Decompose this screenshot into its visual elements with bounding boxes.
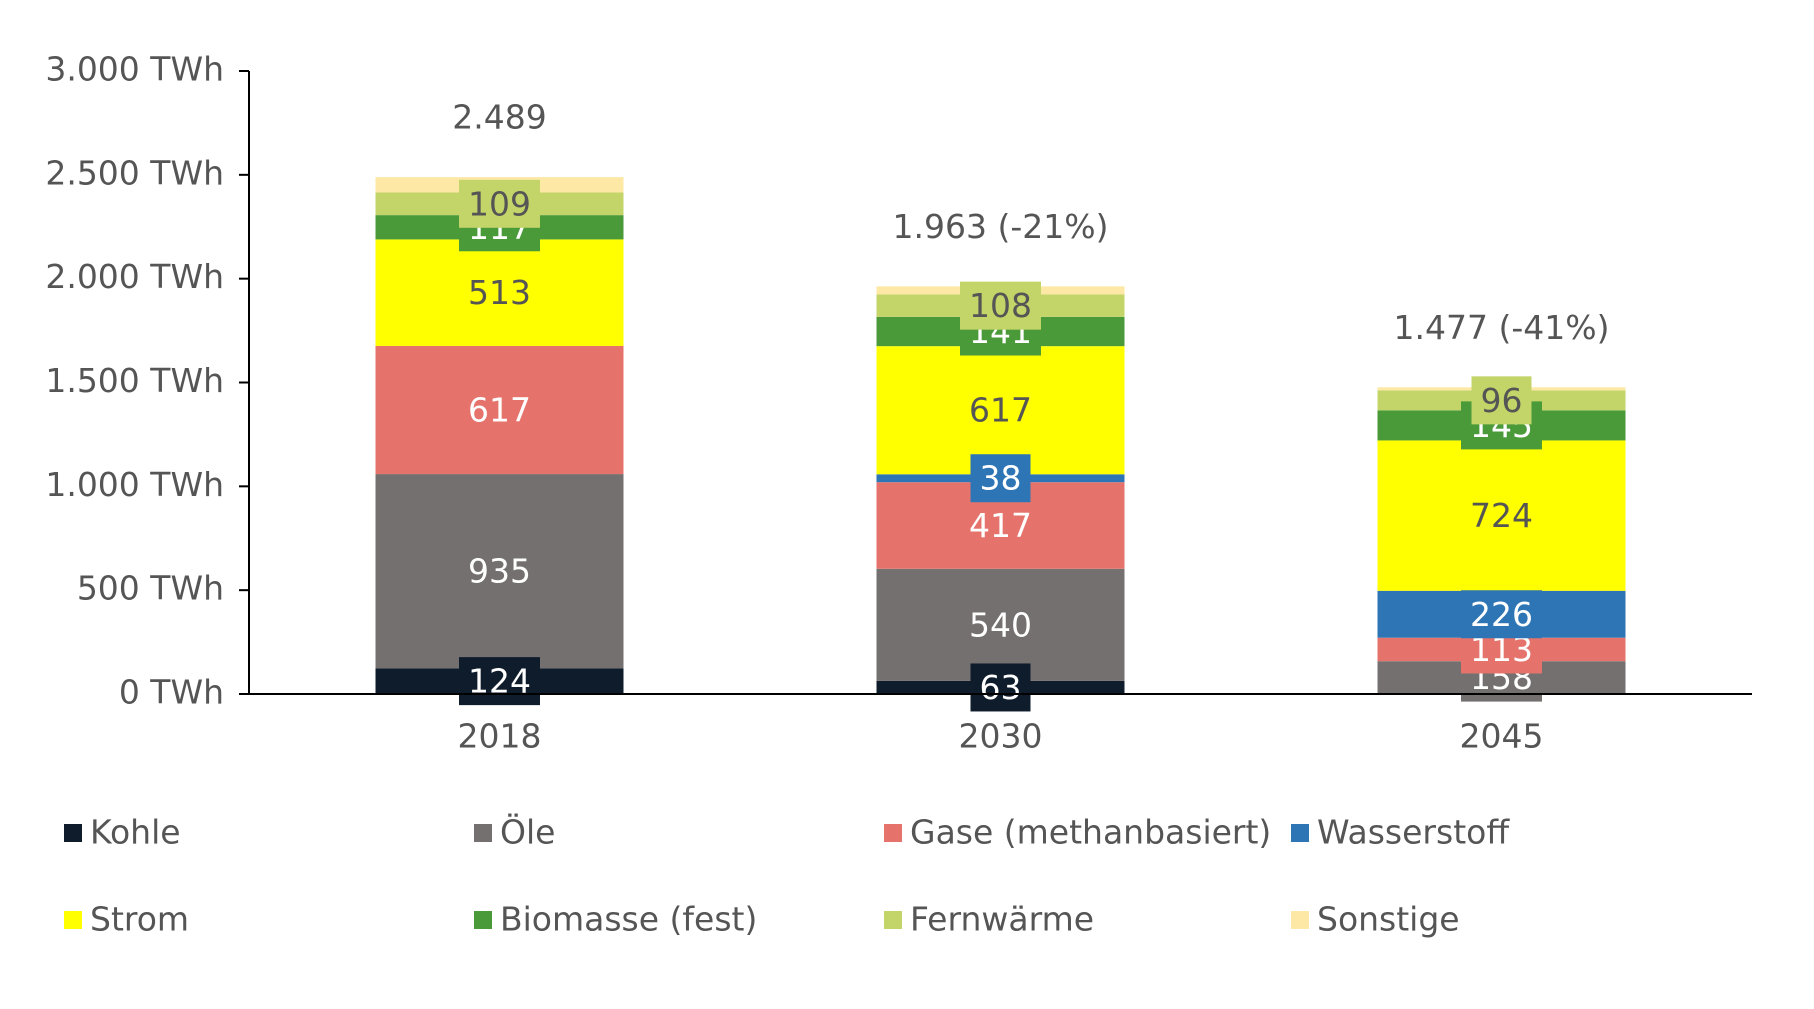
bar-segment: [1377, 440, 1626, 591]
label-box: [1461, 590, 1542, 639]
x-tick-label: 2045: [1460, 717, 1544, 756]
legend-label: Wasserstoff: [1317, 813, 1510, 852]
legend-label: Fernwärme: [910, 900, 1094, 939]
data-label: 96: [1481, 381, 1523, 420]
data-label: 63: [980, 668, 1022, 707]
legend-label: Öle: [500, 812, 555, 852]
data-label: 417: [969, 506, 1032, 545]
y-tick-label: 2.000 TWh: [45, 257, 224, 296]
label-box: [970, 663, 1031, 712]
label-box: [459, 657, 540, 706]
label-box: [970, 454, 1031, 503]
y-tick-label: 1.000 TWh: [45, 465, 224, 504]
y-tick-label: 500 TWh: [77, 569, 224, 608]
legend-swatch: [1291, 824, 1309, 842]
legend-swatch: [64, 911, 82, 929]
legend-swatch: [884, 824, 902, 842]
legend-swatch: [64, 824, 82, 842]
legend-label: Sonstige: [1317, 900, 1460, 939]
data-label: 935: [468, 552, 531, 591]
data-label: 38: [980, 459, 1022, 498]
legend-label: Kohle: [90, 813, 181, 852]
data-label: 108: [969, 286, 1032, 325]
bar-segment: [876, 568, 1125, 681]
legend-label: Biomasse (fest): [500, 900, 757, 939]
total-label: 2.489: [452, 98, 546, 137]
legend-swatch: [884, 911, 902, 929]
bar-segment: [375, 345, 624, 475]
data-label: 617: [969, 391, 1032, 430]
data-label: 109: [468, 184, 531, 223]
data-label: 226: [1470, 595, 1533, 634]
legend-swatch: [1291, 911, 1309, 929]
label-box: [1471, 376, 1532, 425]
data-label: 540: [969, 605, 1032, 644]
label-box: [960, 281, 1041, 330]
legend-label: Gase (methanbasiert): [910, 813, 1271, 852]
y-tick-label: 2.500 TWh: [45, 153, 224, 192]
x-tick-label: 2018: [458, 717, 542, 756]
total-label: 1.477 (-41%): [1394, 308, 1610, 347]
y-tick-label: 3.000 TWh: [45, 50, 224, 89]
legend-swatch: [474, 911, 492, 929]
data-label: 513: [468, 273, 531, 312]
x-tick-label: 2030: [959, 717, 1043, 756]
bar-segment: [876, 346, 1125, 475]
y-tick-label: 1.500 TWh: [45, 361, 224, 400]
label-box: [459, 179, 540, 228]
legend-swatch: [474, 824, 492, 842]
legend-label: Strom: [90, 900, 189, 939]
y-tick-label: 0 TWh: [119, 673, 224, 712]
bar-segment: [375, 239, 624, 346]
data-label: 724: [1470, 496, 1533, 535]
total-label: 1.963 (-21%): [893, 207, 1109, 246]
data-label: 617: [468, 391, 531, 430]
bar-segment: [375, 474, 624, 669]
